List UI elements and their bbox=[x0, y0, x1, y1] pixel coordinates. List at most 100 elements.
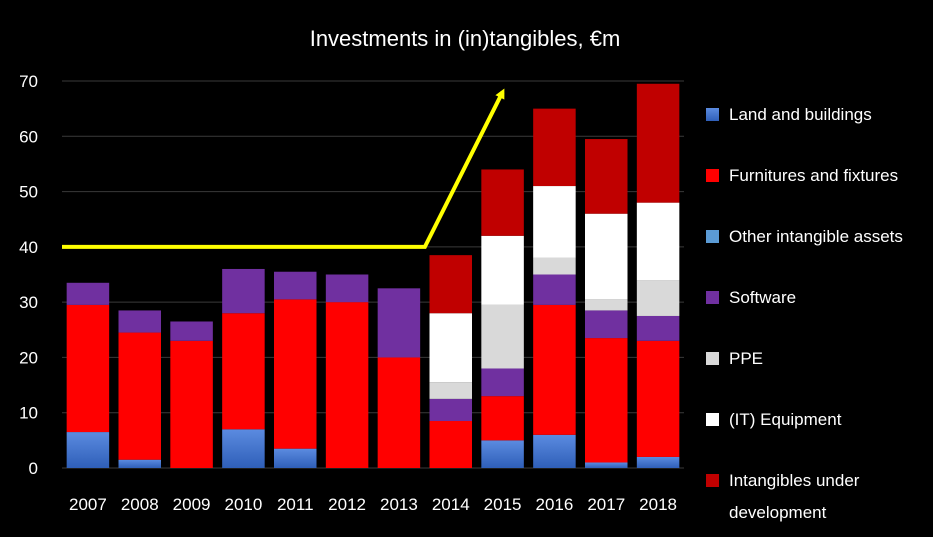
bar-segment-furnitures-and-fixtures-2008 bbox=[118, 332, 162, 460]
legend-swatch bbox=[706, 291, 719, 304]
legend-label: (IT) Equipment bbox=[729, 410, 842, 429]
bar-segment-land-and-buildings-2011 bbox=[273, 448, 317, 468]
bar-segment-furnitures-and-fixtures-2007 bbox=[66, 304, 110, 433]
bar-segment-ppe-2016 bbox=[533, 257, 576, 275]
bar-segment-land-and-buildings-2017 bbox=[584, 462, 628, 468]
bar-segment-software-2011 bbox=[273, 271, 317, 300]
bar-stack-2008 bbox=[118, 310, 162, 468]
legend-swatch bbox=[706, 413, 719, 426]
bar-segment-software-2015 bbox=[481, 368, 524, 397]
bar-segment--it-equipment-2015 bbox=[481, 235, 524, 305]
y-axis: 0 10 20 30 40 50 60 70 bbox=[19, 72, 38, 478]
chart-title: Investments in (in)tangibles, €m bbox=[310, 26, 621, 51]
bar-segment-furnitures-and-fixtures-2015 bbox=[481, 396, 524, 441]
legend-label: development bbox=[729, 503, 827, 522]
bar-segment-furnitures-and-fixtures-2012 bbox=[325, 302, 369, 468]
bar-segment-land-and-buildings-2016 bbox=[533, 434, 576, 468]
legend-swatch bbox=[706, 352, 719, 365]
bar-segment-software-2017 bbox=[584, 310, 628, 339]
x-tick-label: 2014 bbox=[432, 495, 470, 514]
bar-segment-ppe-2015 bbox=[481, 304, 524, 369]
bar-segment-ppe-2017 bbox=[584, 299, 628, 311]
bar-segment-intangibles-under-development-2015 bbox=[481, 169, 524, 236]
bar-segment-intangibles-under-development-2018 bbox=[636, 83, 680, 203]
y-tick-label: 50 bbox=[19, 183, 38, 202]
bar-segment-furnitures-and-fixtures-2009 bbox=[170, 340, 213, 468]
bar-segment-land-and-buildings-2008 bbox=[118, 459, 162, 468]
legend-item: Land and buildings bbox=[706, 105, 872, 124]
bar-segment--it-equipment-2016 bbox=[533, 186, 576, 258]
legend-swatch bbox=[706, 108, 719, 121]
y-tick-label: 40 bbox=[19, 238, 38, 257]
bar-segment--it-equipment-2017 bbox=[584, 213, 628, 300]
bar-segment--it-equipment-2014 bbox=[429, 313, 473, 383]
bar-stack-2009 bbox=[170, 321, 213, 468]
x-tick-label: 2009 bbox=[173, 495, 211, 514]
bar-segment-furnitures-and-fixtures-2018 bbox=[636, 340, 680, 457]
legend-swatch bbox=[706, 230, 719, 243]
bar-segment-software-2008 bbox=[118, 310, 162, 333]
x-tick-label: 2011 bbox=[277, 495, 314, 514]
legend: Land and buildings Furnitures and fixture… bbox=[706, 105, 903, 522]
bar-segment-furnitures-and-fixtures-2016 bbox=[533, 304, 576, 435]
legend-item: Furnitures and fixtures bbox=[706, 166, 898, 185]
y-tick-label: 60 bbox=[19, 127, 38, 146]
bars bbox=[66, 83, 680, 468]
x-tick-label: 2016 bbox=[536, 495, 574, 514]
bar-segment-intangibles-under-development-2014 bbox=[429, 255, 473, 314]
bar-stack-2007 bbox=[66, 282, 110, 468]
bar-segment-land-and-buildings-2007 bbox=[66, 432, 110, 468]
trend-arrow-line bbox=[62, 88, 505, 249]
legend-item: PPE bbox=[706, 349, 763, 368]
bar-segment-land-and-buildings-2015 bbox=[481, 440, 524, 468]
bar-segment-software-2009 bbox=[170, 321, 213, 341]
bar-stack-2010 bbox=[222, 268, 265, 468]
bar-stack-2012 bbox=[325, 274, 369, 468]
x-tick-label: 2008 bbox=[121, 495, 159, 514]
bar-segment-intangibles-under-development-2016 bbox=[533, 108, 576, 187]
legend-item: (IT) Equipment bbox=[706, 410, 842, 429]
x-tick-label: 2015 bbox=[484, 495, 522, 514]
bar-stack-2017 bbox=[584, 139, 628, 468]
trend-arrow-annotation bbox=[62, 88, 505, 249]
legend-item: Other intangible assets bbox=[706, 227, 903, 246]
legend-label: Intangibles under bbox=[729, 471, 860, 490]
bar-segment--it-equipment-2018 bbox=[636, 202, 680, 281]
bar-stack-2016 bbox=[533, 108, 576, 468]
x-tick-label: 2017 bbox=[587, 495, 625, 514]
bar-segment-land-and-buildings-2010 bbox=[222, 429, 265, 468]
bar-segment-furnitures-and-fixtures-2017 bbox=[584, 338, 628, 463]
bar-segment-software-2018 bbox=[636, 315, 680, 341]
bar-segment-ppe-2018 bbox=[636, 280, 680, 316]
bar-stack-2014 bbox=[429, 255, 473, 468]
legend-swatch bbox=[706, 169, 719, 182]
legend-label: Software bbox=[729, 288, 796, 307]
bar-segment-software-2012 bbox=[325, 274, 369, 303]
x-tick-label: 2010 bbox=[225, 495, 263, 514]
bar-segment-ppe-2014 bbox=[429, 382, 473, 399]
y-tick-label: 20 bbox=[19, 348, 38, 367]
bar-segment-software-2013 bbox=[377, 288, 421, 358]
legend-item: Intangibles under development bbox=[706, 471, 860, 522]
bar-segment-land-and-buildings-2018 bbox=[636, 456, 680, 468]
bar-stack-2015 bbox=[481, 169, 524, 468]
bar-segment-furnitures-and-fixtures-2011 bbox=[273, 299, 317, 449]
legend-label: Land and buildings bbox=[729, 105, 872, 124]
y-tick-label: 30 bbox=[19, 293, 38, 312]
bar-segment-furnitures-and-fixtures-2013 bbox=[377, 357, 421, 468]
x-axis: 2007 2008 2009 2010 2011 2012 2013 2014 2015 2016… bbox=[69, 495, 677, 514]
legend-label: PPE bbox=[729, 349, 763, 368]
legend-swatch bbox=[706, 474, 719, 487]
y-tick-label: 10 bbox=[19, 404, 38, 423]
bar-segment-software-2010 bbox=[222, 268, 265, 314]
bar-stack-2018 bbox=[636, 83, 680, 468]
x-tick-label: 2007 bbox=[69, 495, 107, 514]
bar-segment-furnitures-and-fixtures-2014 bbox=[429, 421, 473, 468]
bar-segment-software-2007 bbox=[66, 282, 110, 305]
bar-segment-furnitures-and-fixtures-2010 bbox=[222, 313, 265, 430]
bar-stack-2011 bbox=[273, 271, 317, 468]
x-tick-label: 2013 bbox=[380, 495, 418, 514]
legend-label: Other intangible assets bbox=[729, 227, 903, 246]
bar-segment-intangibles-under-development-2017 bbox=[584, 139, 628, 214]
